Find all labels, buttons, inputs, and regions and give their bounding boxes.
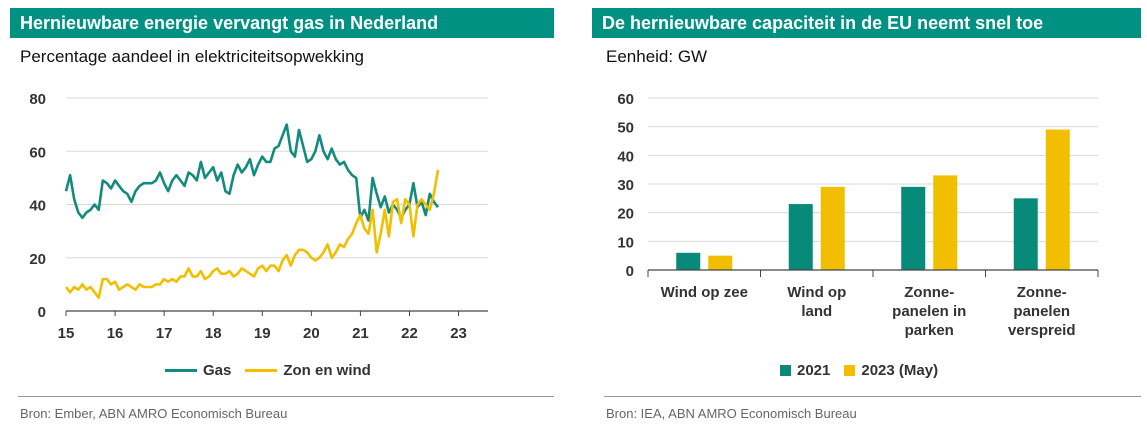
x-tick-label: 19: [254, 325, 271, 342]
y-tick-label: 30: [617, 177, 634, 194]
divider: [18, 396, 554, 397]
x-tick-label: 20: [303, 325, 320, 342]
category-label: Wind op zee: [661, 284, 748, 301]
y-tick-label: 0: [626, 263, 634, 280]
legend-item-2021: 2021: [780, 362, 830, 379]
bar-2023: [933, 175, 958, 270]
category-label: Zonne-panelen in parken: [892, 284, 966, 339]
y-tick-label: 20: [617, 206, 634, 223]
renewables-series-line: [64, 169, 440, 300]
x-tick-label: 15: [58, 325, 75, 342]
eu-capacity-panel: De hernieuwbare capaciteit in de EU neem…: [584, 0, 1147, 425]
y-tick-label: 60: [29, 144, 46, 161]
chart-title: Hernieuwbare energie vervangt gas in Ned…: [10, 8, 554, 38]
x-tick-label: 18: [205, 325, 222, 342]
bar-2021: [788, 204, 813, 270]
bar-2023: [1045, 129, 1070, 270]
legend-item-2023: 2023 (May): [844, 362, 938, 379]
legend-2023-swatch: [844, 365, 856, 376]
bar-2023: [820, 186, 845, 270]
y-tick-label: 80: [29, 91, 46, 108]
y-tick-label: 60: [617, 91, 634, 108]
chart-subtitle: Eenheid: GW: [606, 47, 708, 66]
legend-renewables-swatch: [245, 369, 278, 372]
legend-gas-swatch: [165, 369, 197, 372]
bar-2021: [676, 252, 701, 270]
y-tick-label: 40: [617, 148, 634, 165]
gas-series-line: [64, 123, 440, 222]
gas-renewables-panel: Hernieuwbare energie vervangt gas in Ned…: [0, 0, 560, 425]
legend-item-renewables: Zon en wind: [245, 362, 371, 379]
x-tick-label: 23: [450, 325, 467, 342]
x-tick-label: 22: [401, 325, 418, 342]
legend-2021-swatch: [780, 365, 791, 376]
x-tick-label: 21: [352, 325, 369, 342]
y-tick-label: 40: [29, 198, 46, 215]
bar-chart-legend: 2021 2023 (May): [780, 362, 952, 379]
bar-chart: 0 10 20 30 40 50 60 Wind op zee Wind op land Zonne…: [617, 91, 1099, 339]
y-tick-label: 50: [617, 120, 634, 137]
legend-2021-label: 2021: [797, 362, 831, 379]
divider: [604, 396, 1141, 397]
legend-item-gas: Gas: [165, 362, 231, 379]
category-label: Wind op land: [787, 284, 846, 320]
legend-gas-label: Gas: [203, 362, 232, 379]
legend-2023-label: 2023 (May): [861, 362, 939, 379]
line-chart-legend: Gas Zon en wind: [165, 362, 385, 379]
bar-2023: [708, 255, 733, 270]
chart-title: De hernieuwbare capaciteit in de EU neem…: [592, 8, 1141, 38]
bar-2021: [901, 186, 926, 270]
y-tick-label: 0: [38, 304, 46, 321]
legend-renewables-label: Zon en wind: [283, 362, 371, 379]
source-note: Bron: IEA, ABN AMRO Economisch Bureau: [606, 406, 857, 421]
bar-2021: [1013, 198, 1038, 270]
x-tick-label: 17: [156, 325, 173, 342]
chart-subtitle: Percentage aandeel in elektriciteitsopwe…: [20, 47, 364, 66]
line-chart: 0 20 40 60 80 15 16 17 18 19 20 21 22 23: [29, 91, 488, 342]
category-label: Zonne-panelen verspreid: [1008, 284, 1076, 339]
source-note: Bron: Ember, ABN AMRO Economisch Bureau: [20, 406, 288, 421]
x-tick-label: 16: [107, 325, 124, 342]
y-tick-label: 20: [29, 251, 46, 268]
y-tick-label: 10: [617, 234, 634, 251]
